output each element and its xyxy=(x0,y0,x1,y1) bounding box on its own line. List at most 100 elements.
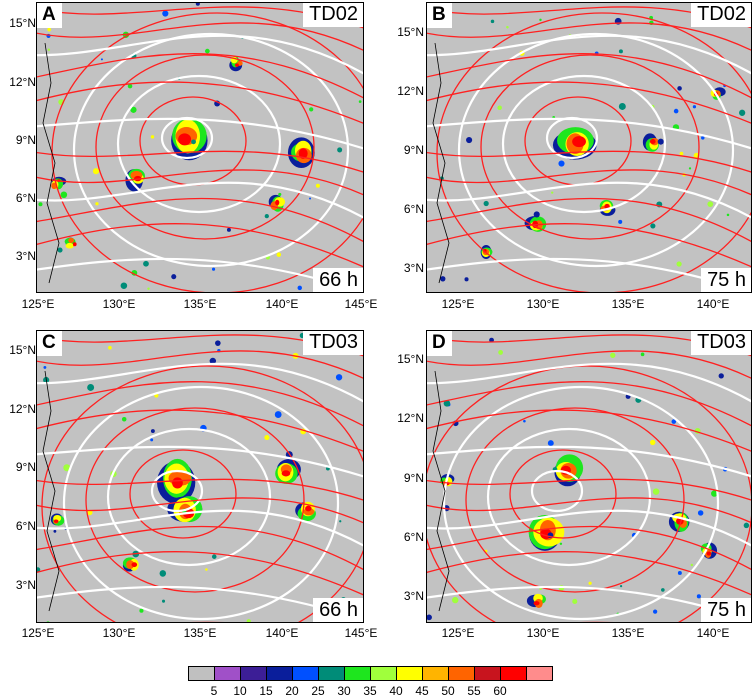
rain-speck xyxy=(297,285,302,291)
rain-speck xyxy=(443,400,451,407)
rain-speck xyxy=(276,252,282,257)
streamline-red xyxy=(37,525,363,571)
colorbar-swatch xyxy=(500,666,527,681)
streamline-white xyxy=(501,74,667,214)
rain-speck xyxy=(205,568,208,571)
panel-label: A xyxy=(37,3,62,28)
rain-speck xyxy=(697,510,704,516)
rain-speck xyxy=(130,106,137,113)
streamline-red xyxy=(37,551,363,596)
rain-speck xyxy=(339,520,342,523)
colorbar-label: 55 xyxy=(467,684,481,698)
rain-speck xyxy=(246,619,251,622)
rain-cell xyxy=(178,133,192,146)
streamline-red xyxy=(37,22,363,52)
rain-speck xyxy=(497,105,502,110)
rain-cell xyxy=(275,199,280,206)
streamline-red xyxy=(480,54,700,240)
streamline-red xyxy=(427,350,751,379)
colorbar-label: 30 xyxy=(337,684,351,698)
rain-speck xyxy=(57,247,63,253)
rain-cell xyxy=(172,477,183,489)
streamline-white xyxy=(427,445,751,478)
streamline-red xyxy=(427,497,751,524)
lat-label: 6°N xyxy=(15,519,36,533)
lat-label: 9°N xyxy=(15,133,36,147)
streamline-white xyxy=(160,116,214,160)
colorbar-label: 15 xyxy=(259,684,273,698)
rain-speck xyxy=(652,488,660,495)
streamline-red xyxy=(37,409,363,452)
forecast-time: 66 h xyxy=(313,268,363,292)
rain-speck xyxy=(620,585,623,588)
rain-speck xyxy=(539,18,542,22)
streamline-red xyxy=(129,449,237,539)
rain-speck xyxy=(692,105,697,109)
streamline-red xyxy=(37,53,363,99)
streamline-red xyxy=(37,497,363,524)
lon-label: 145°E xyxy=(344,297,378,311)
lat-label: 3°N xyxy=(15,578,36,592)
rain-cell xyxy=(281,470,291,477)
lat-label: 12°N xyxy=(397,84,424,98)
rain-cell xyxy=(572,136,586,148)
rain-speck xyxy=(195,3,200,6)
rain-speck xyxy=(559,542,563,545)
colorbar-swatch xyxy=(448,666,475,681)
lat-label: 12°N xyxy=(9,402,36,416)
rain-speck xyxy=(676,261,682,267)
rain-speck xyxy=(315,183,320,188)
panel-title: TD02 xyxy=(691,3,751,27)
rain-cell xyxy=(126,560,135,570)
rain-speck xyxy=(309,107,314,112)
colorbar-swatch xyxy=(344,666,371,681)
rain-speck xyxy=(358,100,362,103)
rain-speck xyxy=(147,287,150,290)
rain-speck xyxy=(309,197,312,200)
streamlines-b xyxy=(427,3,751,292)
streamline-red xyxy=(427,150,751,173)
rain-speck xyxy=(657,138,664,145)
streamline-red xyxy=(427,551,751,596)
streamline-red xyxy=(95,54,315,240)
rain-speck xyxy=(677,570,682,575)
rain-speck xyxy=(38,202,43,207)
streamline-red xyxy=(427,81,751,124)
rain-speck xyxy=(558,160,565,167)
rain-speck xyxy=(205,48,210,54)
colorbar-label: 25 xyxy=(311,684,325,698)
lat-label: 15°N xyxy=(397,25,424,39)
rain-speck xyxy=(264,435,270,441)
lat-label: 3°N xyxy=(403,261,424,275)
rain-speck xyxy=(707,201,714,207)
streamline-red xyxy=(189,621,225,622)
streamline-red xyxy=(427,223,751,268)
rain-speck xyxy=(739,109,746,116)
streamline-red xyxy=(85,407,305,593)
rain-speck xyxy=(650,223,656,229)
colorbar-label: 40 xyxy=(389,684,403,698)
rain-speck xyxy=(572,598,578,604)
lon-label: 130°E xyxy=(526,626,560,640)
rain-speck xyxy=(711,490,718,497)
streamline-white xyxy=(37,362,363,403)
rain-speck xyxy=(215,340,221,346)
streamline-red xyxy=(465,407,685,593)
rain-speck xyxy=(92,168,100,175)
panel-label: B xyxy=(427,3,452,28)
rain-speck xyxy=(650,439,656,446)
streamline-red xyxy=(427,381,751,427)
lon-label: 130°E xyxy=(102,297,136,311)
streamline-white xyxy=(427,362,751,403)
rain-speck xyxy=(452,596,459,604)
streamline-red xyxy=(427,53,751,99)
rain-speck xyxy=(640,352,645,357)
rain-speck xyxy=(743,522,750,529)
colorbar-swatch xyxy=(474,666,501,681)
rain-cell xyxy=(72,242,77,247)
rain-speck xyxy=(551,191,554,194)
lat-label: 15°N xyxy=(9,16,36,30)
rain-cell xyxy=(235,63,239,67)
rain-speck xyxy=(274,411,282,418)
rain-speck xyxy=(653,609,658,614)
